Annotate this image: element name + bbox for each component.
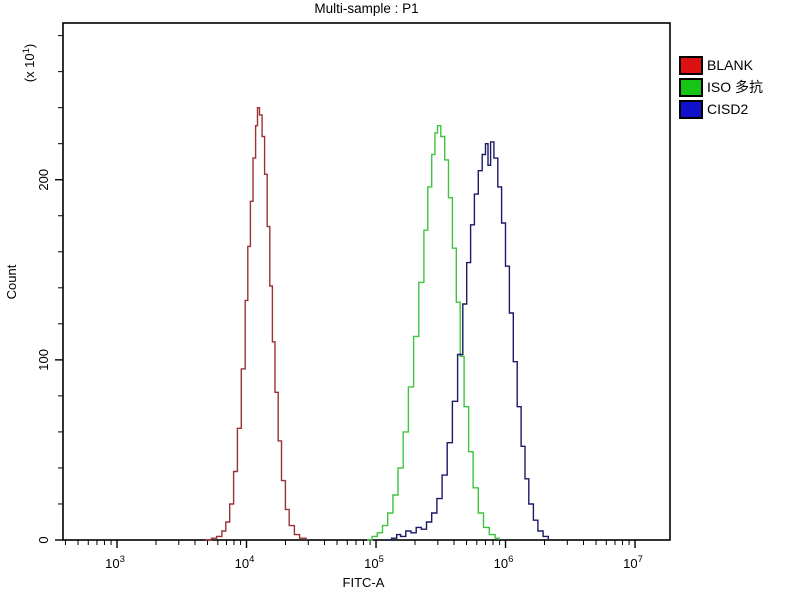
series-curve-2 xyxy=(386,141,549,541)
legend-label: ISO 多抗 xyxy=(707,79,764,95)
x-tick-label: 104 xyxy=(235,554,255,571)
legend: BLANK ISO 多抗 CISD2 xyxy=(679,55,764,122)
y-tick-label: 0 xyxy=(36,536,51,543)
x-tick-label: 103 xyxy=(105,554,125,571)
legend-item-iso: ISO 多抗 xyxy=(679,77,764,97)
series-curve-0 xyxy=(205,107,307,541)
plot-frame xyxy=(62,22,671,541)
x-tick-label: 107 xyxy=(623,554,643,571)
axes: 103 104 105 106 107 0 100 200 xyxy=(36,35,643,571)
y-axis-label: Count xyxy=(4,264,19,299)
y-tick-label: 100 xyxy=(36,349,51,371)
y-axis-multiplier: (x 101) xyxy=(21,44,37,83)
legend-swatch-blue xyxy=(679,99,703,119)
legend-swatch-red xyxy=(679,55,703,75)
x-axis-label: FITC-A xyxy=(343,575,385,590)
legend-label: CISD2 xyxy=(707,101,749,117)
y-tick-label: 200 xyxy=(36,169,51,191)
x-tick-label: 105 xyxy=(364,554,384,571)
legend-swatch-green xyxy=(679,77,703,97)
legend-label: BLANK xyxy=(707,57,753,73)
series-curve-1 xyxy=(367,125,500,541)
x-tick-label: 106 xyxy=(494,554,514,571)
chart-title: Multi-sample : P1 xyxy=(314,1,419,16)
legend-item-blank: BLANK xyxy=(679,55,763,75)
legend-item-cisd2: CISD2 xyxy=(679,99,763,119)
